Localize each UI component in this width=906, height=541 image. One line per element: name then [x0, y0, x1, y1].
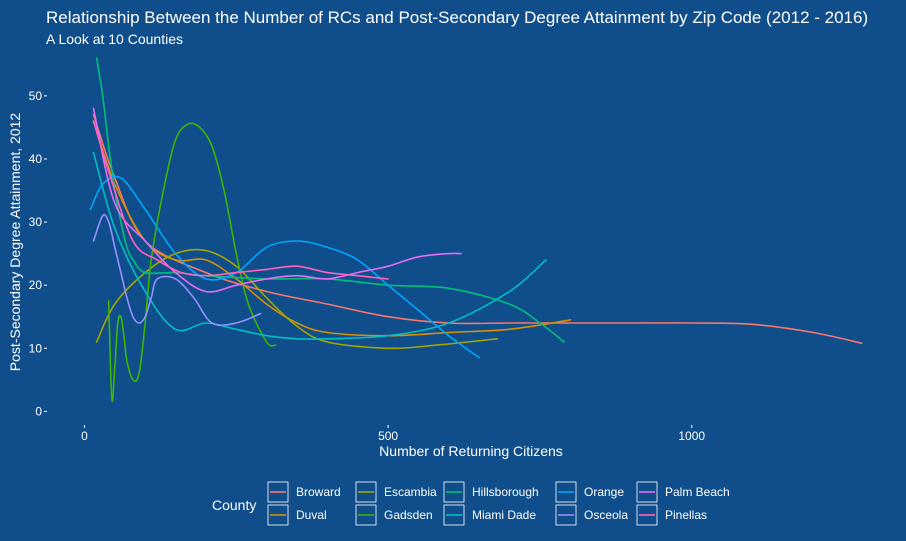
legend-key-box [636, 504, 658, 526]
legend-item-pinellas: Pinellas [636, 504, 707, 526]
legend-label: Hillsborough [472, 485, 539, 499]
legend-label: Duval [296, 508, 327, 522]
legend-label: Gadsden [384, 508, 433, 522]
legend-item-hillsborough: Hillsborough [443, 481, 539, 503]
y-tick-label: 20 [29, 278, 43, 292]
y-tick-label: 30 [29, 215, 43, 229]
legend-key-box [555, 481, 577, 503]
legend-key-box [355, 504, 377, 526]
legend-item-escambia: Escambia [355, 481, 437, 503]
legend-label: Orange [584, 485, 624, 499]
legend-label: Miami Dade [472, 508, 536, 522]
y-tick-label: 0 [35, 404, 42, 418]
x-axis: 0 500 1000 [81, 425, 705, 443]
legend-item-palm-beach: Palm Beach [636, 481, 730, 503]
legend-label: Palm Beach [665, 485, 730, 499]
series-line-osceola [92, 213, 262, 327]
x-tick-label: 0 [81, 429, 88, 443]
legend-label: Broward [296, 485, 341, 499]
legend-key-box [267, 481, 289, 503]
series-line-pinellas [92, 120, 389, 280]
legend-label: Pinellas [665, 508, 707, 522]
legend-label: Escambia [384, 485, 437, 499]
legend-key-box [355, 481, 377, 503]
y-tick-label: 10 [29, 341, 43, 355]
legend: County Broward Duval Escambia Gadsden Hillsb… [212, 481, 730, 526]
series-line-orange [89, 175, 480, 359]
x-axis-title: Number of Returning Citizens [379, 443, 563, 459]
x-tick-label: 1000 [678, 429, 705, 443]
legend-title: County [212, 497, 256, 513]
legend-item-broward: Broward [267, 481, 341, 503]
legend-item-miami-dade: Miami Dade [443, 504, 536, 526]
legend-key-box [267, 504, 289, 526]
series-lines [89, 57, 863, 402]
series-line-gadsden [107, 122, 277, 402]
y-axis-title: Post-Secondary Degree Attainment, 2012 [7, 113, 23, 372]
legend-item-duval: Duval [267, 504, 327, 526]
y-tick-label: 40 [29, 152, 43, 166]
legend-item-osceola: Osceola [555, 504, 628, 526]
y-tick-label: 50 [29, 89, 43, 103]
chart-subtitle: A Look at 10 Counties [46, 31, 183, 47]
legend-item-orange: Orange [555, 481, 624, 503]
legend-item-gadsden: Gadsden [355, 504, 433, 526]
chart-title: Relationship Between the Number of RCs a… [46, 8, 868, 27]
y-axis: 0 10 20 30 40 50 [29, 89, 47, 418]
legend-key-box [555, 504, 577, 526]
legend-key-box [636, 481, 658, 503]
legend-key-box [443, 504, 465, 526]
x-tick-label: 500 [378, 429, 398, 443]
series-line-palm-beach [92, 107, 462, 293]
series-line-miami-dade [92, 151, 547, 340]
legend-key-box [443, 481, 465, 503]
legend-label: Osceola [584, 508, 628, 522]
